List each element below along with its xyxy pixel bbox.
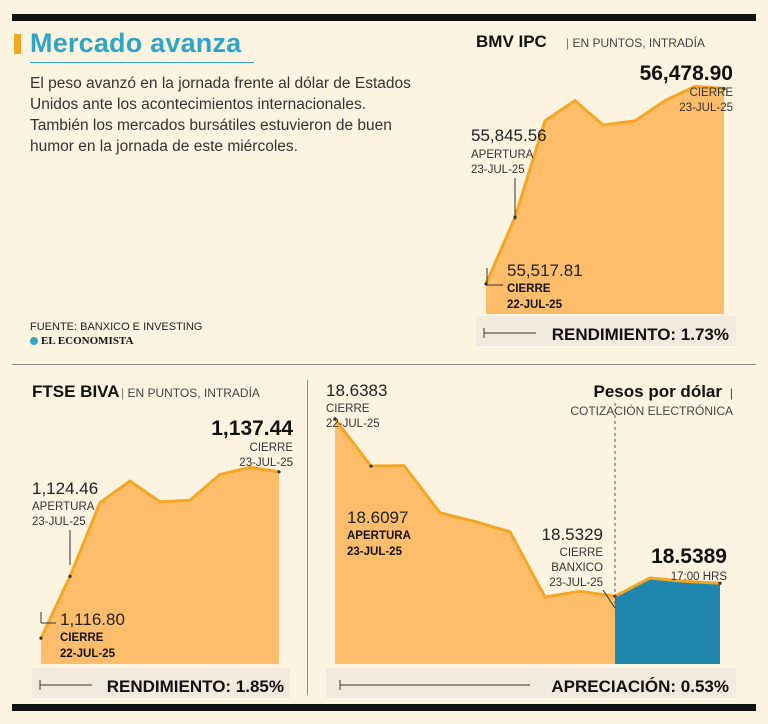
- usd-line: [333, 417, 616, 599]
- publisher-logo: EL ECONOMISTA: [30, 335, 133, 347]
- bmv-open-date: 23-JUL-25: [471, 164, 525, 176]
- globe-icon: [30, 337, 38, 345]
- top-rule: [12, 14, 756, 21]
- title-accent-bar: [14, 34, 21, 54]
- ftse-close-label: CIERRE: [250, 442, 294, 454]
- usd-title: Pesos por dólar: [594, 382, 723, 401]
- chart-ftse: FTSE BIVA | EN PUNTOS, INTRADÍA 1,137.44…: [32, 382, 293, 698]
- usd-after-close-line: [614, 576, 721, 598]
- bmv-close-label: CIERRE: [690, 87, 734, 99]
- publisher-name: EL ECONOMISTA: [41, 335, 134, 347]
- ftse-close-value: 1,137.44: [211, 417, 293, 440]
- bmv-close-value: 56,478.90: [640, 62, 733, 85]
- ftse-prev-date: 22-JUL-25: [60, 648, 116, 660]
- usd-point-3: [718, 581, 722, 585]
- page-title: Mercado avanza: [30, 28, 242, 58]
- usd-performance: APRECIACIÓN: 0.53%: [551, 677, 729, 696]
- usd-banxico-date: 23-JUL-25: [549, 577, 603, 589]
- usd-start-date: 22-JUL-25: [326, 418, 380, 430]
- usd-subtitle: COTIZACIÓN ELECTRÓNICA: [570, 403, 733, 418]
- bmv-title-separator: |: [566, 36, 572, 50]
- ftse-point-1: [68, 574, 72, 579]
- ftse-area: [41, 467, 279, 664]
- bmv-line: [484, 84, 725, 285]
- ftse-open-value: 1,124.46: [32, 479, 98, 498]
- bmv-prev-date: 22-JUL-25: [507, 299, 563, 311]
- usd-start-value: 18.6383: [326, 381, 387, 400]
- ftse-open-date: 23-JUL-25: [32, 516, 86, 528]
- usd-start-label: CIERRE: [326, 403, 370, 415]
- bmv-subtitle: | EN PUNTOS, INTRADÍA: [566, 35, 705, 50]
- bmv-title: BMV IPC: [476, 32, 547, 51]
- ftse-performance-bar: [32, 668, 290, 698]
- bmv-open-label: APERTURA: [471, 149, 534, 161]
- bmv-performance: RENDIMIENTO: 1.73%: [552, 325, 729, 344]
- usd-banxico-label-1: CIERRE: [560, 547, 604, 559]
- bmv-prev-value: 55,517.81: [507, 261, 583, 280]
- bmv-performance-bar: [476, 316, 736, 346]
- bmv-area: [486, 86, 724, 315]
- ftse-point-2: [277, 470, 281, 474]
- bmv-prev-label: CIERRE: [507, 283, 551, 295]
- bmv-open-value: 55,845.56: [471, 126, 547, 145]
- usd-banxico-label-2: BANXICO: [551, 562, 603, 574]
- bottom-rule: [12, 704, 756, 711]
- ftse-point-0: [39, 636, 43, 640]
- ftse-close-date: 23-JUL-25: [239, 457, 293, 469]
- ftse-subtitle: | EN PUNTOS, INTRADÍA: [121, 385, 260, 400]
- ftse-title: FTSE BIVA: [32, 382, 120, 401]
- column-divider: [307, 380, 308, 695]
- usd-performance-bar: [326, 668, 736, 698]
- ftse-prev-label: CIERRE: [60, 632, 104, 644]
- source-note: FUENTE: BANXICO E INVESTING: [30, 321, 203, 333]
- ftse-performance: RENDIMIENTO: 1.85%: [107, 677, 284, 696]
- ftse-title-separator: |: [121, 386, 127, 400]
- usd-banxico-leader: [602, 589, 616, 609]
- usd-banxico-value: 18.5329: [542, 525, 603, 544]
- usd-area: [335, 418, 615, 664]
- ftse-prev-value: 1,116.80: [60, 610, 125, 629]
- ftse-points: [39, 470, 281, 640]
- ftse-line: [39, 465, 280, 639]
- bmv-point-2: [722, 87, 726, 91]
- chart-bmv: BMV IPC | EN PUNTOS, INTRADÍA 56,478.90 …: [471, 32, 736, 346]
- usd-title-separator: |: [730, 386, 733, 400]
- chart-usd: Pesos por dólar | COTIZACIÓN ELECTRÓNICA…: [326, 381, 736, 698]
- usd-last-value: 18.5389: [651, 545, 727, 568]
- section-divider: [12, 364, 756, 365]
- title-underline: [30, 62, 254, 63]
- usd-last-time: 17:00 HRS: [671, 571, 728, 583]
- lede-text: El peso avanzó en la jornada frente al d…: [30, 75, 411, 155]
- ftse-subtitle-text: EN PUNTOS, INTRADÍA: [127, 385, 259, 400]
- usd-open-label: APERTURA: [347, 530, 411, 542]
- usd-point-1: [369, 464, 373, 468]
- ftse-open-label: APERTURA: [32, 501, 95, 513]
- usd-after-close-area: [615, 578, 720, 664]
- usd-open-value: 18.6097: [347, 508, 408, 527]
- usd-open-date: 23-JUL-25: [347, 546, 403, 558]
- bmv-subtitle-text: EN PUNTOS, INTRADÍA: [572, 35, 704, 50]
- bmv-close-date: 23-JUL-25: [679, 102, 733, 114]
- usd-point-0: [333, 417, 337, 421]
